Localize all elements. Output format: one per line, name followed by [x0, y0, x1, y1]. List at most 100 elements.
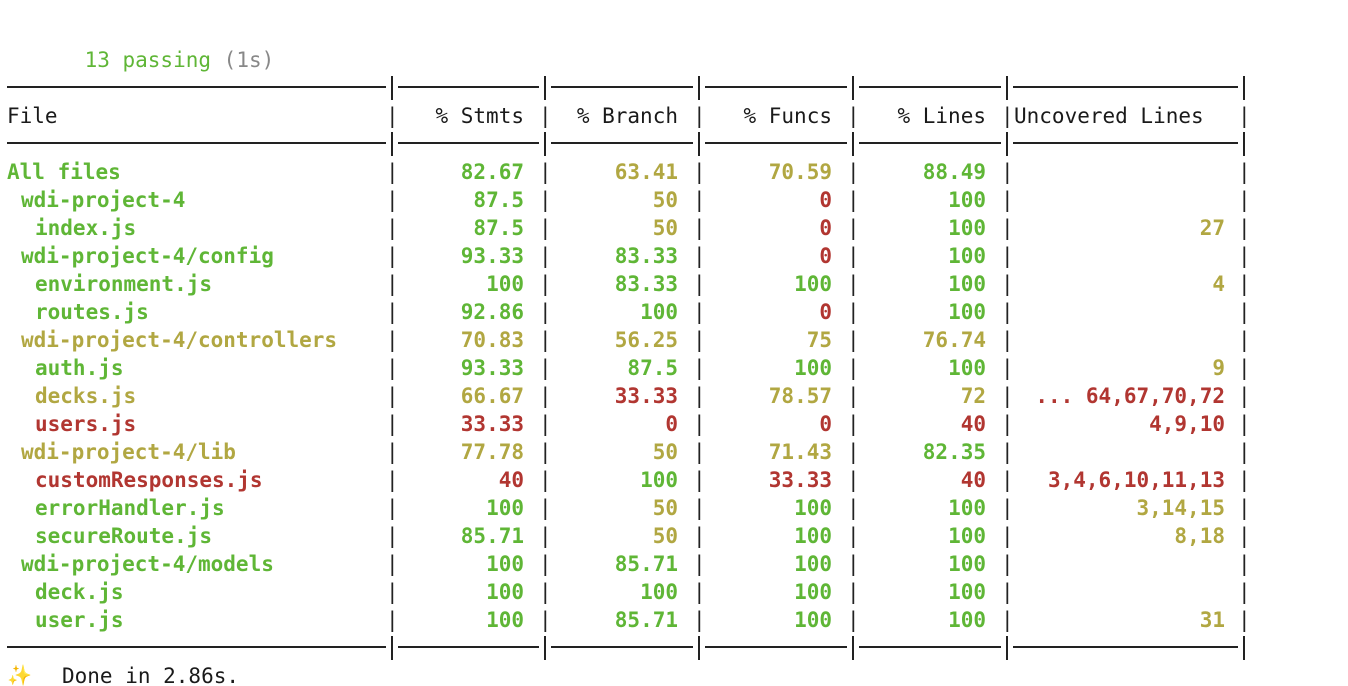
- funcs-cell: 0: [819, 188, 832, 212]
- table-row: deck.js 100 100 100 100 | | | | | |: [7, 578, 1251, 606]
- column-separator: |: [1238, 468, 1251, 492]
- rule-junction: [1243, 132, 1245, 156]
- file-name-cell: deck.js: [35, 580, 124, 604]
- file-name-cell: wdi-project-4/models: [21, 552, 274, 576]
- branch-cell: 87.5: [627, 356, 678, 380]
- lines-cell: 100: [948, 272, 986, 296]
- sparkles-icon: ✨: [7, 663, 32, 686]
- table-row: decks.js 66.67 33.33 78.57 72 ... 64,67,70,72…: [7, 382, 1251, 410]
- column-separator: |: [1238, 216, 1251, 240]
- funcs-cell: 0: [819, 244, 832, 268]
- column-separator: |: [1001, 468, 1014, 492]
- file-name-cell: errorHandler.js: [35, 496, 225, 520]
- column-separator: |: [386, 272, 399, 296]
- column-separator: |: [386, 104, 399, 128]
- column-separator: |: [539, 188, 552, 212]
- rule-junction: [852, 636, 854, 660]
- table-rule-top: [7, 74, 1249, 102]
- column-separator: |: [1238, 552, 1251, 576]
- column-separator: |: [847, 216, 860, 240]
- rule-junction: [852, 76, 854, 100]
- file-name-cell: index.js: [35, 216, 137, 240]
- branch-cell: 85.71: [614, 552, 678, 576]
- funcs-cell: 71.43: [768, 440, 832, 464]
- table-row: environment.js 100 83.33 100 100 4 | | | | | |: [7, 270, 1251, 298]
- passing-count: 13 passing: [84, 48, 212, 72]
- test-summary: 13 passing (1s): [34, 18, 275, 72]
- column-separator: |: [847, 104, 860, 128]
- funcs-cell: 100: [794, 272, 832, 296]
- test-duration: (1s): [223, 48, 275, 72]
- rule-segment: [398, 646, 539, 648]
- rule-junction: [544, 76, 546, 100]
- rule-segment: [705, 142, 847, 144]
- rule-segment: [859, 86, 1001, 88]
- branch-cell: 50: [652, 524, 678, 548]
- stmts-cell: 87.5: [473, 188, 524, 212]
- column-separator: |: [693, 468, 706, 492]
- column-separator: |: [693, 440, 706, 464]
- uncovered-lines-cell: [1015, 242, 1225, 270]
- uncovered-lines-cell: 9: [1212, 356, 1225, 380]
- file-name-cell: wdi-project-4/controllers: [21, 328, 338, 352]
- stmts-cell: 40: [498, 468, 524, 492]
- stmts-cell: 77.78: [460, 440, 524, 464]
- column-separator: |: [539, 244, 552, 268]
- uncovered-lines-cell: 8,18: [1174, 524, 1225, 548]
- uncovered-lines-cell: [1015, 186, 1225, 214]
- header-lines: % Lines: [897, 104, 986, 128]
- rule-segment: [7, 142, 386, 144]
- stmts-cell: 70.83: [460, 328, 524, 352]
- coverage-table-header: File % Stmts % Branch % Funcs % Lines Uncover…: [7, 102, 1251, 130]
- column-separator: |: [1238, 104, 1251, 128]
- column-separator: |: [1238, 384, 1251, 408]
- branch-cell: 33.33: [614, 384, 678, 408]
- stmts-cell: 66.67: [460, 384, 524, 408]
- rule-segment: [1013, 142, 1238, 144]
- file-name-cell: routes.js: [35, 300, 149, 324]
- column-separator: |: [1001, 188, 1014, 212]
- table-row: errorHandler.js 100 50 100 100 3,14,15 | | | | | |: [7, 494, 1251, 522]
- column-separator: |: [1001, 328, 1014, 352]
- column-separator: |: [1001, 412, 1014, 436]
- table-row: index.js 87.5 50 0 100 27 | | | | | |: [7, 214, 1251, 242]
- file-name-cell: customResponses.js: [35, 468, 263, 492]
- rule-junction: [1243, 636, 1245, 660]
- stmts-cell: 100: [486, 272, 524, 296]
- lines-cell: 100: [948, 244, 986, 268]
- column-separator: |: [1238, 328, 1251, 352]
- column-separator: |: [386, 580, 399, 604]
- file-name-cell: users.js: [35, 412, 137, 436]
- column-separator: |: [1001, 552, 1014, 576]
- column-separator: |: [1001, 440, 1014, 464]
- column-separator: |: [1238, 496, 1251, 520]
- column-separator: |: [386, 244, 399, 268]
- column-separator: |: [847, 188, 860, 212]
- column-separator: |: [847, 468, 860, 492]
- uncovered-lines-cell: 4,9,10: [1149, 412, 1225, 436]
- column-separator: |: [539, 356, 552, 380]
- rule-junction: [1243, 76, 1245, 100]
- file-name-cell: wdi-project-4/config: [21, 244, 274, 268]
- column-separator: |: [386, 328, 399, 352]
- branch-cell: 50: [652, 188, 678, 212]
- table-rule-header: [7, 130, 1249, 158]
- file-name-cell: environment.js: [35, 272, 213, 296]
- lines-cell: 100: [948, 608, 986, 632]
- column-separator: |: [539, 216, 552, 240]
- funcs-cell: 100: [794, 608, 832, 632]
- rule-segment: [398, 86, 539, 88]
- uncovered-lines-cell: [1015, 326, 1225, 354]
- table-rule-bottom: [7, 634, 1249, 662]
- rule-junction: [391, 76, 393, 100]
- stmts-cell: 93.33: [460, 356, 524, 380]
- branch-cell: 50: [652, 216, 678, 240]
- column-separator: |: [539, 440, 552, 464]
- rule-junction: [852, 132, 854, 156]
- column-separator: |: [539, 496, 552, 520]
- column-separator: |: [847, 272, 860, 296]
- branch-cell: 56.25: [614, 328, 678, 352]
- column-separator: |: [693, 524, 706, 548]
- branch-cell: 85.71: [614, 608, 678, 632]
- table-row: routes.js 92.86 100 0 100 | | | | | |: [7, 298, 1251, 326]
